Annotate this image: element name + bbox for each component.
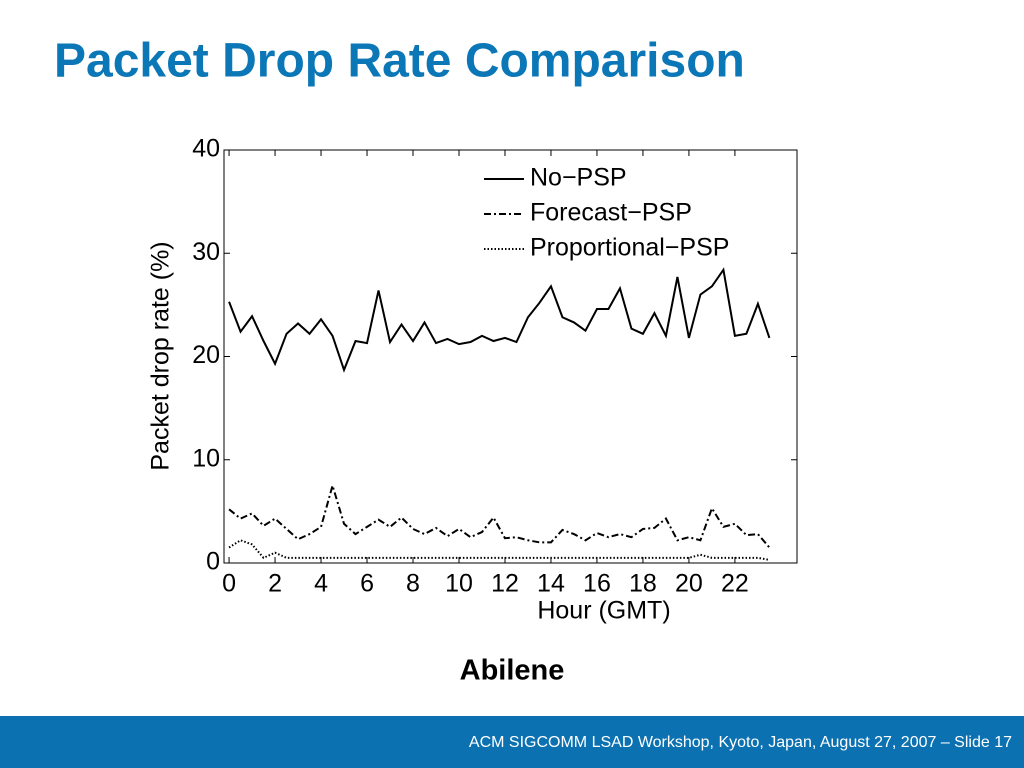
x-tick-label: 10 [445, 570, 473, 598]
legend-label: Proportional−PSP [530, 234, 729, 262]
y-tick-label: 10 [192, 444, 220, 472]
x-tick-label: 16 [583, 570, 611, 598]
caption: Abilene [460, 655, 565, 687]
x-tick-label: 6 [360, 570, 374, 598]
y-tick-label: 40 [192, 135, 220, 163]
y-tick-label: 0 [206, 548, 220, 576]
footer-bar [0, 716, 1024, 768]
series-line [228, 539, 770, 561]
y-tick-label: 30 [192, 238, 220, 266]
y-tick-label: 20 [192, 341, 220, 369]
x-tick-label: 18 [629, 570, 657, 598]
plot-frame [223, 149, 798, 564]
x-tick-label: 0 [222, 570, 236, 598]
y-axis-label: Packet drop rate (%) [147, 241, 175, 470]
x-axis-label: Hour (GMT) [537, 597, 670, 625]
x-tick-label: 2 [268, 570, 282, 598]
footer-text: ACM SIGCOMM LSAD Workshop, Kyoto, Japan,… [469, 734, 1012, 751]
x-tick-label: 8 [406, 570, 420, 598]
series-line [228, 267, 771, 373]
x-tick-label: 12 [491, 570, 519, 598]
slide-title: Packet Drop Rate Comparison [54, 35, 745, 88]
legend-label: No−PSP [530, 164, 627, 192]
x-tick-label: 14 [537, 570, 565, 598]
x-tick-label: 4 [314, 570, 328, 598]
x-tick-label: 20 [675, 570, 703, 598]
legend-label: Forecast−PSP [530, 199, 692, 227]
series-line [228, 481, 771, 549]
x-tick-label: 22 [721, 570, 749, 598]
